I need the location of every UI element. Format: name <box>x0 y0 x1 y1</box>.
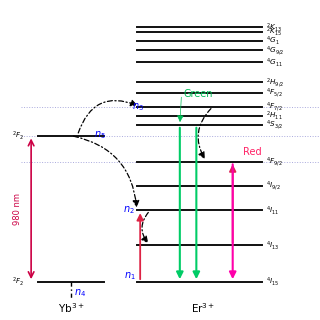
Text: $^2F_2$: $^2F_2$ <box>12 276 25 288</box>
Text: $n_1$: $n_1$ <box>124 270 136 282</box>
Text: $^2K_{15}$: $^2K_{15}$ <box>266 26 282 38</box>
Text: $^4F_{5/2}$: $^4F_{5/2}$ <box>266 86 283 99</box>
Text: $^4I_{11}$: $^4I_{11}$ <box>266 204 279 217</box>
Text: $^2F_2$: $^2F_2$ <box>12 129 25 142</box>
Text: Er$^{3+}$: Er$^{3+}$ <box>191 301 215 315</box>
Text: Green: Green <box>183 89 212 100</box>
Text: 980 nm: 980 nm <box>13 193 22 225</box>
Text: $^4I_{13}$: $^4I_{13}$ <box>266 239 279 252</box>
Text: $n_3$: $n_3$ <box>132 101 143 113</box>
Text: $^4G_{9/2}$: $^4G_{9/2}$ <box>266 44 284 57</box>
Text: $^4I_{15}$: $^4I_{15}$ <box>266 276 279 288</box>
Text: $^2H_{11}$: $^2H_{11}$ <box>266 109 283 122</box>
Text: $n_4$: $n_4$ <box>74 287 86 299</box>
Text: Yb$^{3+}$: Yb$^{3+}$ <box>58 301 84 315</box>
Text: $n_5$: $n_5$ <box>94 130 106 141</box>
Text: $^4I_{9/2}$: $^4I_{9/2}$ <box>266 180 281 192</box>
Text: $^2K_{13}$: $^2K_{13}$ <box>266 21 282 34</box>
Text: Red: Red <box>243 148 261 157</box>
Text: $^4G_{11}$: $^4G_{11}$ <box>266 56 283 69</box>
Text: $^4S_{3/2}$: $^4S_{3/2}$ <box>266 118 283 131</box>
Text: $n_2$: $n_2$ <box>124 204 135 216</box>
Text: $^4F_{9/2}$: $^4F_{9/2}$ <box>266 155 283 168</box>
Text: $^4F_{7/2}$: $^4F_{7/2}$ <box>266 100 283 113</box>
Text: $^4G_1$: $^4G_1$ <box>266 35 279 47</box>
Text: $^2H_{9/2}$: $^2H_{9/2}$ <box>266 76 284 89</box>
